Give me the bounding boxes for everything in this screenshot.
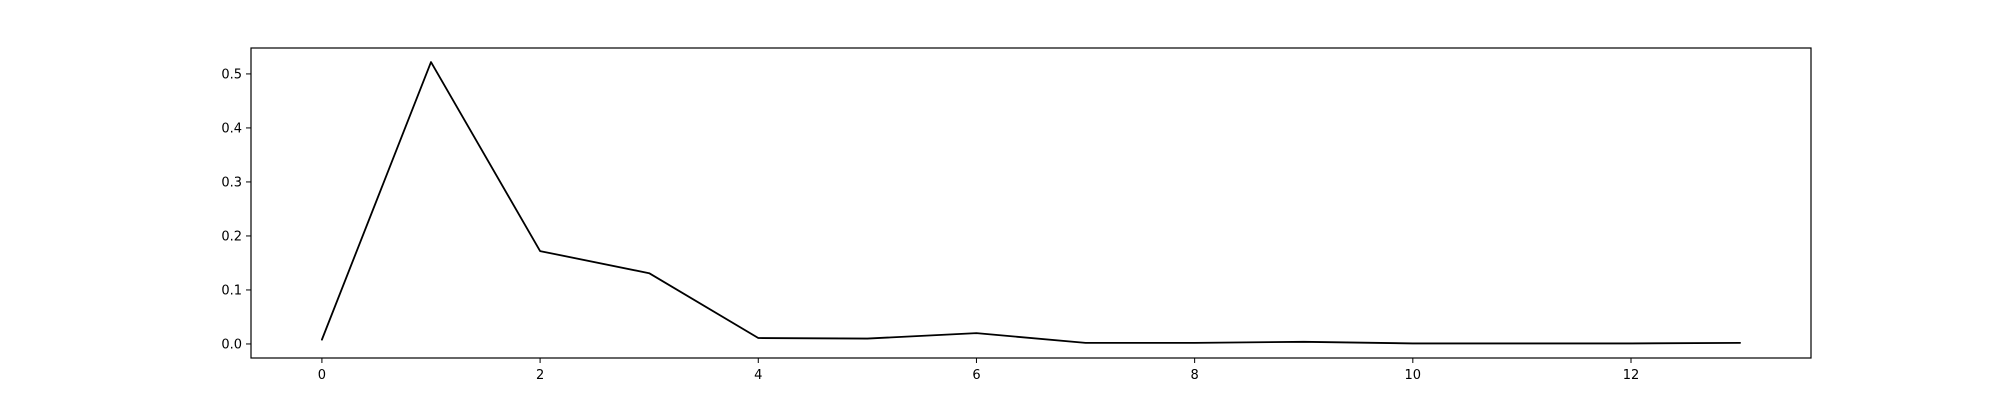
y-tick-label: 0.2	[221, 229, 242, 244]
y-tick-label: 0.4	[221, 121, 242, 136]
x-tick-label: 12	[1623, 368, 1640, 383]
x-tick-label: 0	[318, 368, 326, 383]
series-line	[321, 61, 1741, 345]
x-tick-label: 2	[536, 368, 544, 383]
x-tick-label: 8	[1190, 368, 1198, 383]
y-tick-label: 0.0	[221, 337, 242, 352]
y-tick-label: 0.1	[221, 283, 242, 298]
plot-area: 0 2 4 6 8 10 12 0.0 0.1 0.2 0.3 0.4 0.5	[221, 47, 1812, 383]
x-tick-label: 6	[972, 368, 980, 383]
x-tick-label: 4	[754, 368, 762, 383]
y-tick-label: 0.5	[221, 67, 242, 82]
x-tick-label: 10	[1405, 368, 1422, 383]
y-tick-label: 0.3	[221, 175, 242, 190]
axes-frame	[250, 47, 1812, 359]
